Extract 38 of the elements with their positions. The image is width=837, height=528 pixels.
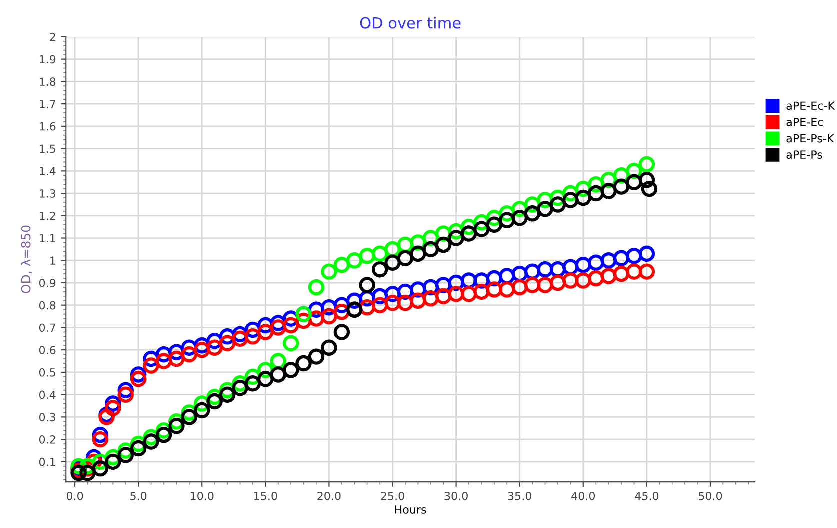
x-tick-label: 40.0: [572, 492, 596, 500]
y-tick-label: 0.7: [39, 324, 56, 332]
x-tick-label: 10.0: [190, 492, 214, 500]
y-tick-label: 0.6: [39, 346, 56, 354]
x-tick-label: 35.0: [508, 492, 532, 500]
y-tick-label: 0.2: [39, 436, 56, 444]
y-axis-title: OD, λ=850: [21, 226, 32, 294]
x-tick-label: 50.0: [698, 492, 722, 500]
y-tick-label: 1.5: [40, 144, 56, 154]
y-tick-label: 0.5: [39, 368, 56, 377]
y-tick-label: 1.6: [40, 122, 56, 131]
x-tick-label: 15.0: [254, 492, 278, 500]
chart-title: OD over time: [360, 17, 461, 29]
y-tick-label: 1.2: [40, 212, 56, 220]
x-tick-label: 0.0: [66, 492, 84, 500]
y-tick-label: 1: [50, 256, 56, 265]
x-tick-label: 25.0: [381, 492, 404, 500]
x-tick-label: 20.0: [318, 492, 341, 500]
y-tick-label: 0.8: [39, 301, 56, 310]
legend-label: aPE-Ps-K: [786, 134, 834, 143]
y-tick-label: 0.4: [39, 390, 56, 400]
legend-label: aPE-Ec: [786, 118, 824, 126]
x-axis-title: Hours: [395, 506, 426, 514]
x-tick-label: 30.0: [444, 492, 468, 500]
y-tick-label: 1.4: [40, 167, 56, 176]
x-tick-label: 5.0: [130, 492, 147, 500]
y-tick-label: 2: [50, 32, 56, 42]
y-tick-label: 1.7: [40, 100, 56, 108]
y-tick-label: 0.9: [39, 278, 56, 288]
y-tick-label: 0.1: [39, 458, 56, 466]
legend-label: aPE-Ps: [786, 150, 822, 160]
legend-label: aPE-Ec-K: [786, 102, 836, 110]
y-tick-label: 1.8: [40, 78, 56, 86]
y-tick-label: 1.3: [40, 190, 56, 198]
x-tick-label: 45.0: [635, 492, 659, 500]
y-tick-label: 1.9: [40, 55, 56, 64]
y-tick-label: 1.1: [40, 234, 56, 242]
y-tick-label: 0.3: [39, 413, 56, 422]
